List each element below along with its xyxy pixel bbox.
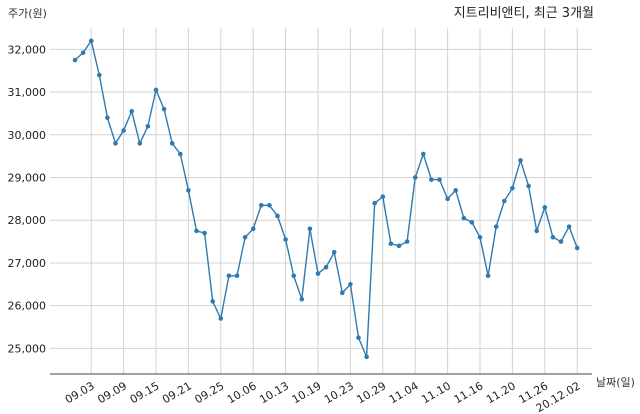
- data-point: [445, 196, 450, 202]
- data-point: [396, 243, 402, 249]
- data-point: [88, 38, 94, 44]
- data-point: [121, 128, 126, 133]
- data-point: [477, 235, 483, 240]
- data-point: [242, 235, 248, 240]
- data-point: [178, 151, 183, 157]
- data-point: [307, 226, 313, 232]
- data-point: [161, 106, 167, 112]
- data-point: [493, 224, 499, 229]
- price-line: [74, 39, 578, 358]
- data-point: [210, 299, 215, 304]
- y-tick-label: 28,000: [8, 214, 47, 227]
- x-tick-label: 09.21: [160, 379, 194, 406]
- data-point: [267, 202, 272, 208]
- x-tick-label: 09.03: [63, 379, 97, 406]
- data-point: [259, 202, 264, 208]
- data-point: [291, 273, 297, 279]
- data-point: [461, 215, 467, 221]
- y-tick-label: 25,000: [8, 342, 47, 355]
- data-point: [283, 237, 288, 242]
- data-point: [404, 239, 410, 244]
- x-tick-label: 09.25: [193, 379, 227, 406]
- data-point: [453, 188, 459, 193]
- x-tick-label: 10.19: [290, 379, 324, 406]
- data-point: [275, 213, 280, 219]
- data-point: [558, 239, 564, 244]
- x-tick-label: 09.09: [95, 379, 129, 406]
- x-tick-label: 10.29: [355, 379, 389, 406]
- data-point: [348, 281, 353, 287]
- data-point: [566, 224, 572, 229]
- data-point: [356, 335, 361, 340]
- data-point: [510, 185, 515, 191]
- data-point: [234, 273, 240, 279]
- data-point: [340, 290, 345, 296]
- x-tick-labels: 09.0309.0909.1509.2109.2510.0610.1310.19…: [63, 379, 583, 414]
- data-point: [137, 141, 143, 146]
- y-tick-label: 29,000: [8, 172, 47, 185]
- data-point: [218, 316, 224, 321]
- data-point: [105, 115, 110, 121]
- data-point: [80, 50, 86, 56]
- price-series: [74, 39, 578, 358]
- y-tick-label: 27,000: [8, 257, 47, 270]
- y-axis-title: 주가(원): [8, 7, 47, 20]
- x-tick-label: 11.04: [387, 379, 421, 406]
- data-point: [169, 141, 175, 146]
- data-point: [72, 57, 78, 63]
- data-point: [421, 151, 426, 157]
- x-tick-label: 11.20: [484, 379, 518, 406]
- data-point: [226, 273, 232, 279]
- data-point: [323, 264, 329, 270]
- data-point: [364, 354, 369, 360]
- y-tick-label: 32,000: [8, 43, 47, 56]
- data-point: [485, 273, 491, 279]
- y-tick-label: 26,000: [8, 300, 47, 313]
- data-point: [153, 87, 159, 93]
- x-tick-label: 10.13: [257, 379, 291, 406]
- data-point: [145, 123, 151, 129]
- x-tick-label: 09.15: [128, 379, 162, 406]
- data-point: [534, 228, 539, 234]
- data-point: [315, 271, 321, 276]
- x-tick-label: 10.23: [322, 379, 356, 406]
- data-point: [331, 249, 337, 255]
- data-point: [518, 158, 523, 163]
- x-axis-title: 날짜(일): [596, 375, 635, 389]
- data-point: [250, 226, 256, 232]
- chart-title: 지트리비앤티, 최근 3개월: [454, 6, 594, 21]
- x-tick-label: 11.10: [419, 379, 453, 406]
- data-point: [502, 198, 507, 204]
- data-point: [526, 183, 531, 189]
- x-tick-label: 10.06: [225, 379, 259, 406]
- data-point: [437, 177, 442, 182]
- price-points: [72, 38, 580, 360]
- y-gridlines: [50, 48, 592, 349]
- data-point: [388, 241, 394, 247]
- data-point: [542, 205, 548, 210]
- data-point: [469, 220, 475, 225]
- data-point: [380, 194, 386, 200]
- data-point: [372, 200, 378, 206]
- y-tick-labels: 25,000 26,000 27,000 28,000 29,000 30,000 31,0…: [8, 43, 47, 355]
- data-point: [429, 177, 434, 182]
- data-point: [129, 108, 134, 114]
- data-point: [202, 230, 207, 236]
- data-point: [574, 245, 580, 251]
- data-point: [97, 72, 102, 78]
- y-tick-label: 31,000: [8, 86, 47, 99]
- x-gridlines: [90, 28, 578, 374]
- data-point: [186, 188, 191, 193]
- data-point: [299, 296, 305, 302]
- data-point: [550, 235, 556, 240]
- data-point: [113, 141, 118, 146]
- y-tick-label: 30,000: [8, 129, 47, 142]
- data-point: [194, 228, 199, 234]
- data-point: [412, 175, 418, 180]
- x-tick-label: 11.16: [452, 379, 486, 406]
